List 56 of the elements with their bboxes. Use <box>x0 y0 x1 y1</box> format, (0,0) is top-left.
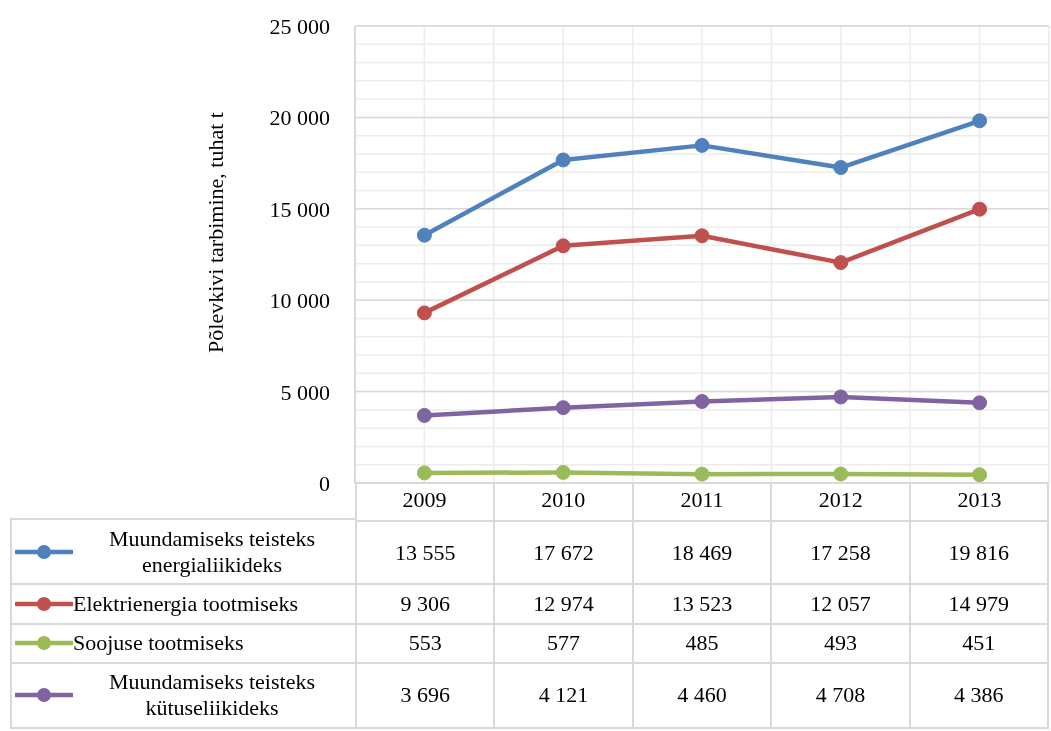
y-tick-label: 15 000 <box>269 196 330 222</box>
point <box>555 464 571 480</box>
data-label: 4 121 <box>538 682 589 709</box>
point <box>972 113 988 129</box>
legend-label: Muundamiseks teisteks energialiikideks <box>108 525 316 578</box>
y-tick-label: 25 000 <box>269 13 330 39</box>
point <box>972 201 988 217</box>
data-label: 19 816 <box>948 539 1010 566</box>
point <box>416 227 432 243</box>
point <box>416 305 432 321</box>
point <box>833 466 849 482</box>
x-tick-label: 2011 <box>680 486 724 512</box>
x-tick-label: 2013 <box>957 486 1002 512</box>
data-label: 13 523 <box>671 590 733 617</box>
legend-label: Muundamiseks teisteks kütuseliikideks <box>108 669 316 722</box>
data-label: 14 979 <box>948 590 1010 617</box>
y-axis-title: Põlevkivi tarbimine, tuhat t <box>202 112 228 353</box>
data-label: 13 555 <box>394 539 456 566</box>
point <box>694 228 710 244</box>
data-label: 4 460 <box>677 682 727 709</box>
data-label: 4 708 <box>815 682 866 709</box>
data-label: 9 306 <box>400 590 450 617</box>
point <box>694 137 710 153</box>
data-label: 451 <box>962 630 996 657</box>
y-tick-label: 10 000 <box>269 287 330 313</box>
data-label: 553 <box>408 630 442 657</box>
data-label: 493 <box>823 630 857 657</box>
data-label: 18 469 <box>671 539 733 566</box>
data-label: 12 974 <box>533 590 594 617</box>
point <box>694 466 710 482</box>
point <box>694 393 710 409</box>
data-label: 577 <box>547 630 581 657</box>
data-label: 4 386 <box>954 682 1004 709</box>
x-tick-label: 2009 <box>402 486 447 512</box>
y-tick-label: 20 000 <box>269 104 330 130</box>
data-label: 12 057 <box>810 590 871 617</box>
point <box>833 160 849 176</box>
point <box>972 395 988 411</box>
data-label: 3 696 <box>400 682 450 709</box>
data-label: 17 258 <box>810 539 871 566</box>
point <box>416 465 432 481</box>
point <box>555 152 571 168</box>
data-label: 485 <box>685 630 719 657</box>
point <box>416 407 432 423</box>
point <box>555 400 571 416</box>
point <box>833 389 849 405</box>
point <box>833 255 849 271</box>
x-tick-label: 2010 <box>541 486 586 512</box>
legend-label: Elektrienergia tootmiseks <box>73 590 299 617</box>
x-tick-label: 2012 <box>818 486 863 512</box>
legend-label: Soojuse tootmiseks <box>73 630 244 657</box>
point <box>555 238 571 254</box>
y-tick-label: 0 <box>319 470 330 496</box>
data-label: 17 672 <box>533 539 594 566</box>
y-tick-label: 5 000 <box>280 379 330 405</box>
point <box>972 467 988 483</box>
